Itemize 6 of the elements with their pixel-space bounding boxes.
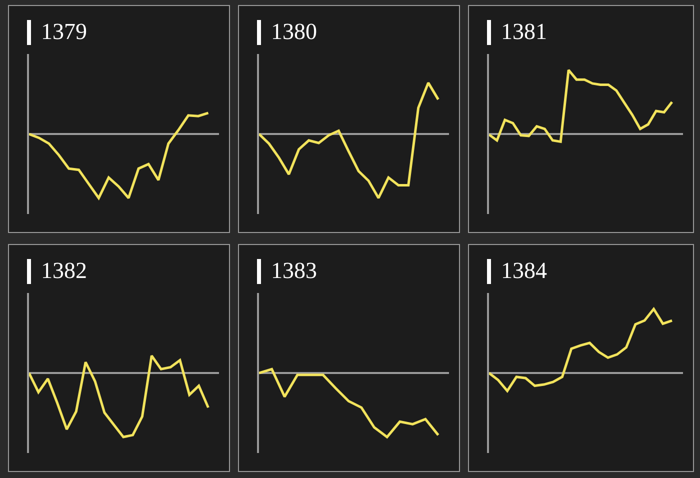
- chart-title: 1379: [41, 19, 87, 45]
- chart-title: 1383: [271, 258, 317, 284]
- chart-title: 1380: [271, 19, 317, 45]
- chart-title: 1384: [501, 258, 547, 284]
- chart-title: 1381: [501, 19, 547, 45]
- chart-title: 1382: [41, 258, 87, 284]
